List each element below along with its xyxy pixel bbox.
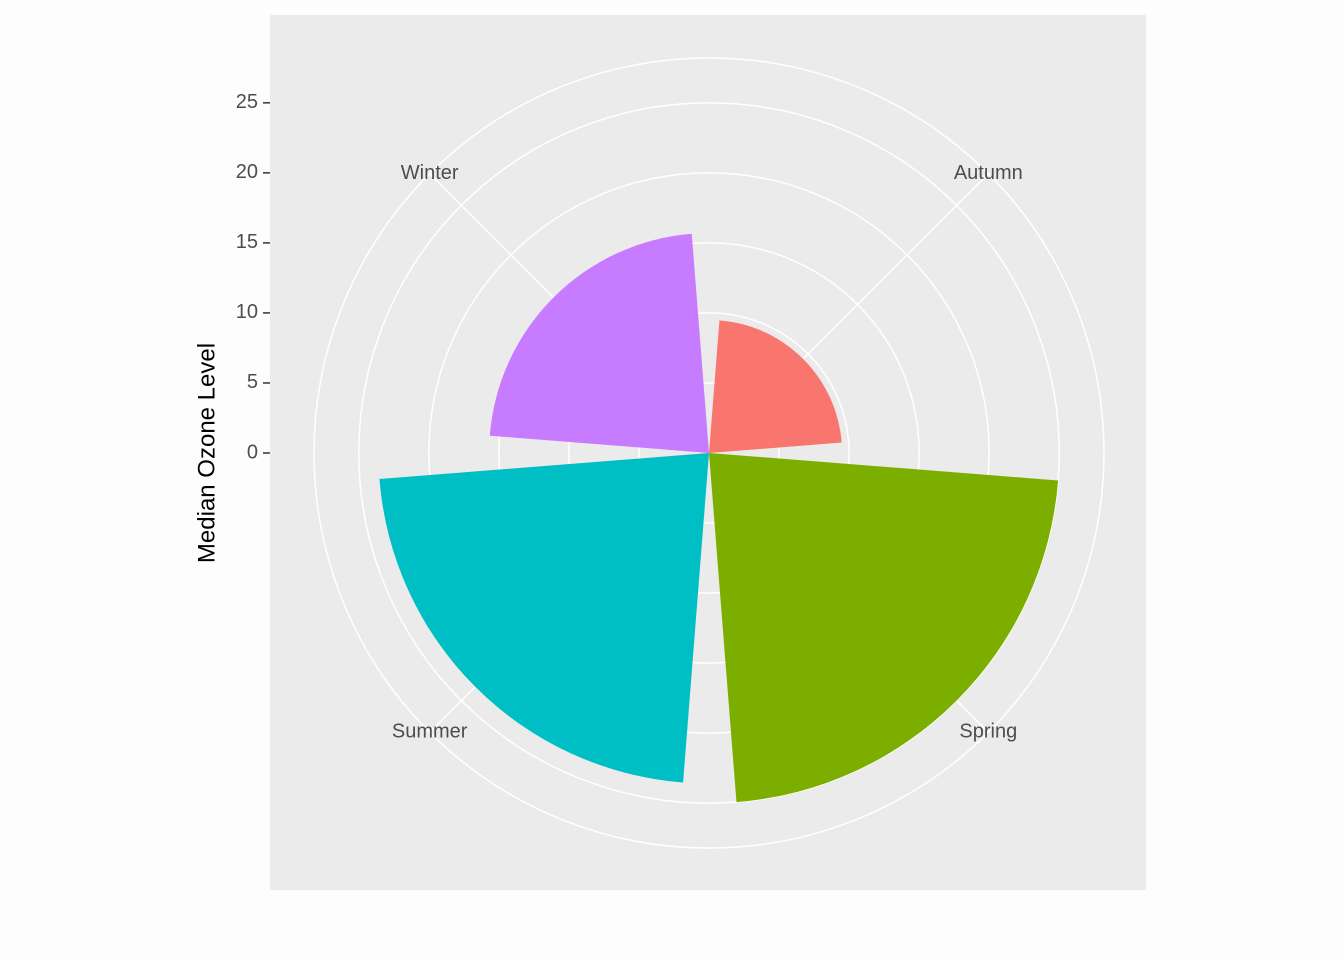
y-tick-label: 20 <box>236 161 258 183</box>
wedge <box>709 453 1059 803</box>
grid-circle <box>358 102 1060 804</box>
grid-circle <box>638 382 780 524</box>
grid-circle <box>428 172 990 734</box>
category-label: Spring <box>959 721 1017 743</box>
grid-circle-outer <box>313 57 1105 849</box>
y-tick-label: 25 <box>236 91 258 113</box>
y-tick-label: 10 <box>236 301 258 323</box>
wedge <box>379 453 709 783</box>
category-label: Summer <box>392 721 468 743</box>
wedge <box>709 320 842 453</box>
category-label: Autumn <box>954 162 1023 184</box>
y-tick-label: 0 <box>247 441 258 463</box>
grid-circle <box>568 312 850 594</box>
y-tick-label: 15 <box>236 231 258 253</box>
wedge <box>489 233 709 453</box>
grid-circle <box>498 242 920 664</box>
y-tick-label: 5 <box>247 371 258 393</box>
y-axis-title: Median Ozone Level <box>193 343 220 563</box>
category-label: Winter <box>401 162 459 184</box>
